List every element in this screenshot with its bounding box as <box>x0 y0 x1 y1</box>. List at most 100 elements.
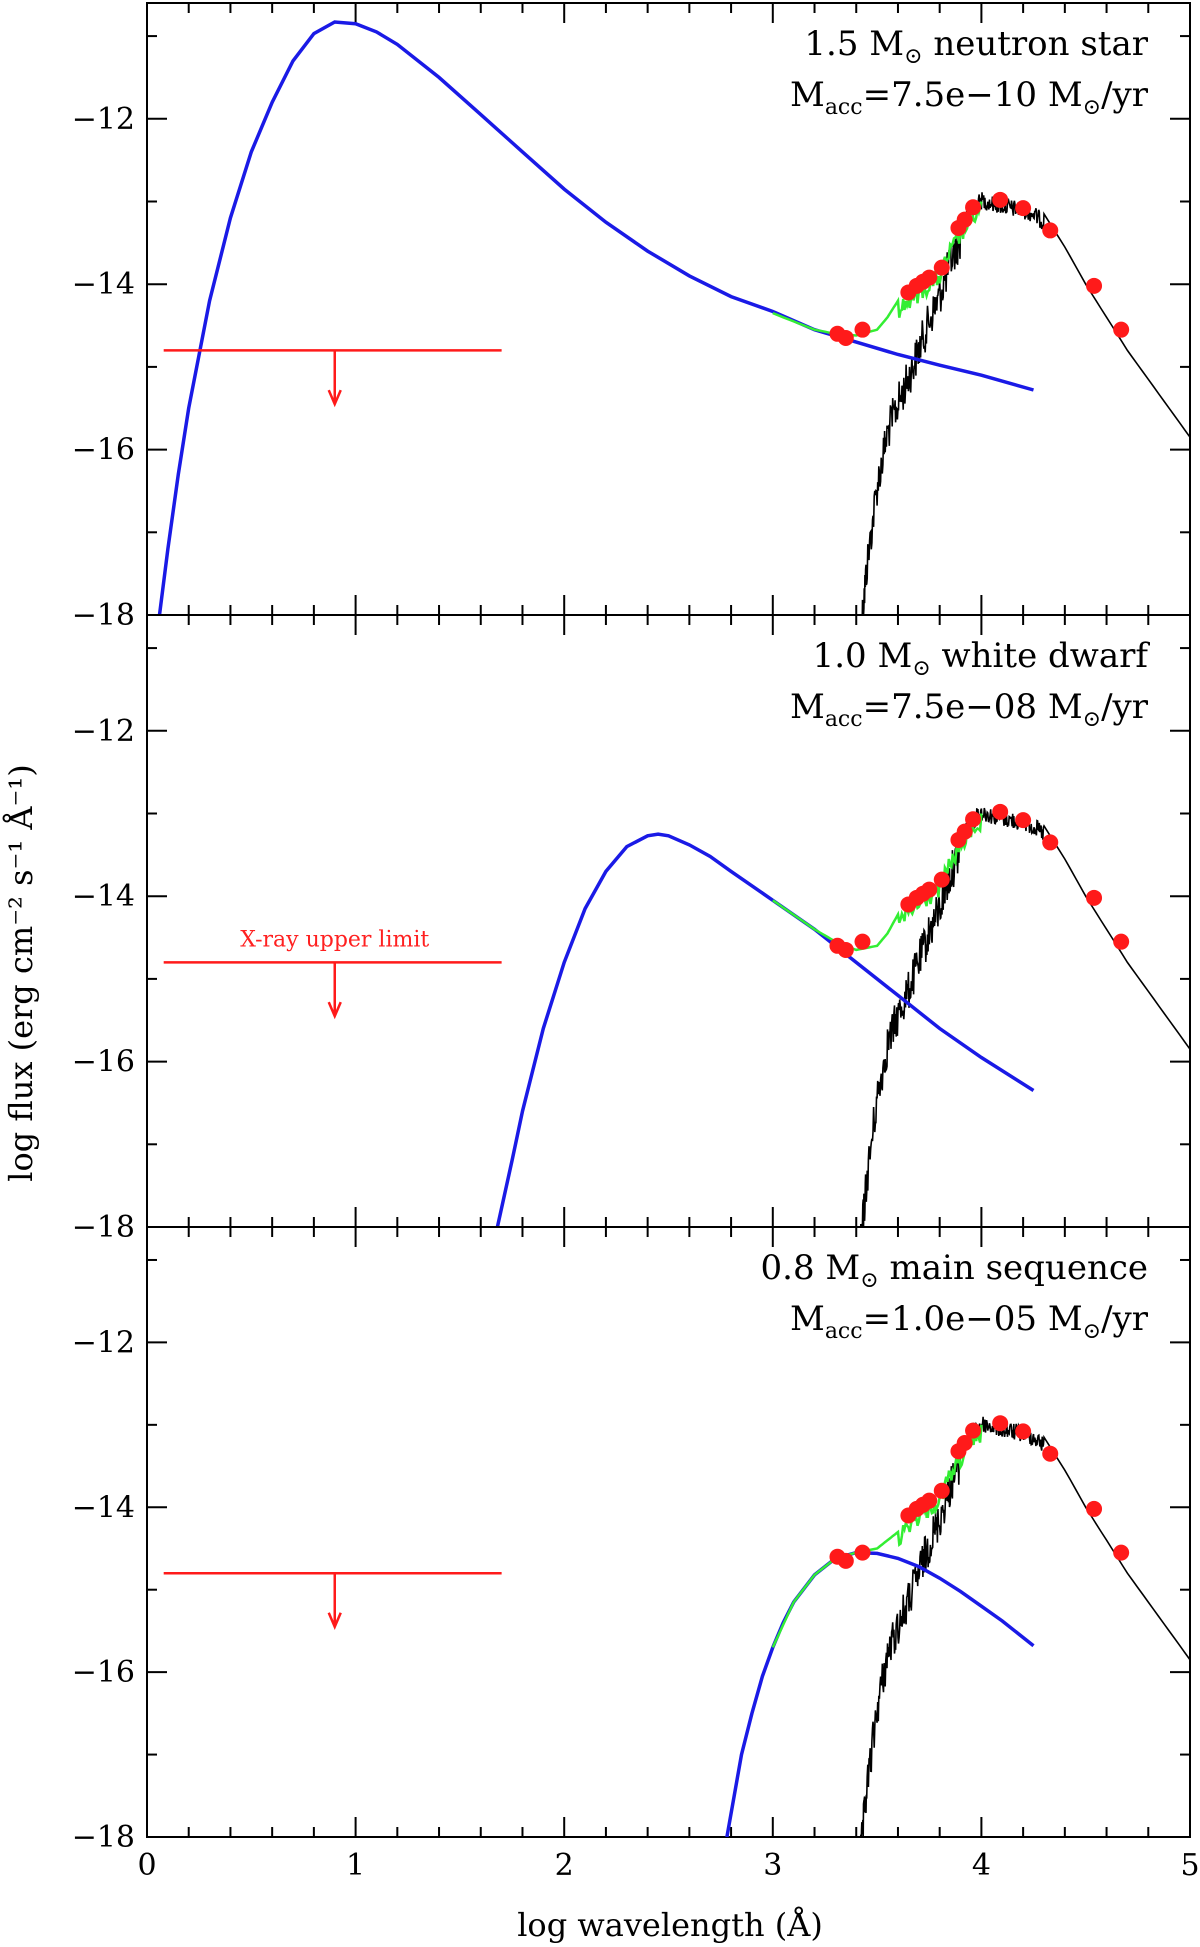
stellar-spectrum-line <box>859 807 1190 1227</box>
y-tick-label: −12 <box>72 714 135 749</box>
title-subscript: ⊙ <box>1083 707 1101 732</box>
title-text: M <box>790 1299 825 1339</box>
photometry-point <box>1113 1544 1130 1561</box>
x-tick-label: 2 <box>555 1848 574 1883</box>
photometry-point <box>854 1544 871 1561</box>
y-axis-title: log flux (erg cm⁻² s⁻¹ Å⁻¹) <box>2 764 40 1181</box>
y-tick-label: −18 <box>72 1820 135 1855</box>
photometry-point <box>921 269 938 286</box>
photometry-point <box>1113 321 1130 338</box>
panel-title-line2: Macc=7.5e−08 M⊙/yr <box>790 687 1149 732</box>
title-text: =1.0e−05 M <box>863 1299 1083 1339</box>
x-tick-label: 4 <box>972 1848 991 1883</box>
x-tick-label: 0 <box>137 1848 156 1883</box>
title-text: main sequence <box>879 1248 1148 1288</box>
x-tick-label: 1 <box>346 1848 365 1883</box>
photometry-point <box>837 1552 854 1569</box>
photometry-point <box>921 881 938 898</box>
panel-main-sequence: −12−14−16−180 1 2 3 4 50.8 M⊙ main sequenceMa… <box>72 1226 1200 1883</box>
photometry-point <box>1113 933 1130 950</box>
y-tick-label: −14 <box>72 267 135 302</box>
combined-model-line <box>772 201 983 337</box>
accretion-disk-line <box>495 832 1035 1227</box>
accretion-disk-line <box>157 20 1034 615</box>
photometry-point <box>1015 200 1032 217</box>
title-text: M <box>790 75 825 115</box>
panel-title-line2: Macc=7.5e−10 M⊙/yr <box>790 75 1149 120</box>
xray-limit-arrowhead <box>327 1001 342 1020</box>
photometry-point <box>854 933 871 950</box>
title-subscript: ⊙ <box>1083 95 1101 120</box>
y-tick-label: −14 <box>72 879 135 914</box>
panel-title-line1: 1.5 M⊙ neutron star <box>804 24 1148 69</box>
x-axis-title: log wavelength (Å) <box>517 1906 823 1944</box>
title-text: white dwarf <box>931 636 1151 676</box>
x-tick-label: 3 <box>763 1848 782 1883</box>
y-tick-label: −12 <box>72 1325 135 1360</box>
photometry-point <box>965 199 982 216</box>
y-tick-label: −16 <box>72 1045 135 1080</box>
photometry-point <box>992 191 1009 208</box>
title-text: M <box>790 687 825 727</box>
x-tick-label: 5 <box>1180 1848 1199 1883</box>
title-subscript: ⊙ <box>912 656 930 681</box>
photometry-point <box>1042 222 1059 239</box>
title-subscript: ⊙ <box>860 1268 878 1293</box>
stellar-spectrum-line <box>861 192 1190 615</box>
photometry-point <box>837 941 854 958</box>
title-subscript: ⊙ <box>1083 1319 1101 1344</box>
plot-area <box>163 803 1190 1227</box>
photometry-point <box>1086 889 1103 906</box>
photometry-point <box>1042 1445 1059 1462</box>
xray-limit-arrowhead <box>327 1612 342 1630</box>
photometry-point <box>933 259 950 276</box>
photometry-point <box>933 871 950 888</box>
photometry-point <box>1086 277 1103 294</box>
y-tick-label: −18 <box>72 1210 135 1245</box>
photometry-point <box>1042 834 1059 851</box>
title-text: 1.5 M <box>804 24 904 64</box>
photometry-point <box>933 1482 950 1499</box>
y-tick-label: −12 <box>72 102 135 137</box>
photometry-point <box>992 803 1009 820</box>
title-subscript: ⊙ <box>904 44 922 69</box>
photometry-point <box>1086 1500 1103 1517</box>
title-subscript: acc <box>825 1319 863 1344</box>
title-text: 0.8 M <box>761 1248 861 1288</box>
photometry-point <box>956 823 973 840</box>
panel-title-line1: 0.8 M⊙ main sequence <box>761 1248 1148 1293</box>
title-text: /yr <box>1101 1299 1149 1339</box>
photometry-point <box>1015 1423 1032 1440</box>
title-text: =7.5e−08 M <box>863 687 1083 727</box>
photometry-point <box>921 1492 938 1509</box>
photometry-point <box>854 321 871 338</box>
title-text: =7.5e−10 M <box>863 75 1083 115</box>
plot-frame <box>146 1226 1191 1838</box>
xray-limit-arrowhead <box>327 389 342 408</box>
y-tick-label: −16 <box>72 1655 135 1690</box>
title-text: /yr <box>1101 687 1149 727</box>
photometry-point <box>1015 812 1032 829</box>
plot-area <box>157 20 1190 615</box>
y-tick-label: −14 <box>72 1490 135 1525</box>
panel-title-line2: Macc=1.0e−05 M⊙/yr <box>790 1299 1149 1344</box>
title-text: /yr <box>1101 75 1149 115</box>
title-text: 1.0 M <box>813 636 913 676</box>
panel-title-line1: 1.0 M⊙ white dwarf <box>813 636 1151 681</box>
panel-neutron-star: −12−14−16−181.5 M⊙ neutron starMacc=7.5e… <box>72 2 1191 633</box>
plot-area <box>163 1415 1190 1837</box>
photometry-point <box>837 329 854 346</box>
y-tick-label: −16 <box>72 433 135 468</box>
title-subscript: acc <box>825 95 863 120</box>
title-text: neutron star <box>923 24 1149 64</box>
panels-layer: −12−14−16−181.5 M⊙ neutron starMacc=7.5e… <box>72 2 1200 1883</box>
y-tick-label: −18 <box>72 598 135 633</box>
photometry-point <box>956 211 973 228</box>
title-subscript: acc <box>825 707 863 732</box>
xray-limit-label: X-ray upper limit <box>240 927 429 952</box>
photometry-point <box>965 811 982 828</box>
photometry-point <box>992 1415 1009 1432</box>
